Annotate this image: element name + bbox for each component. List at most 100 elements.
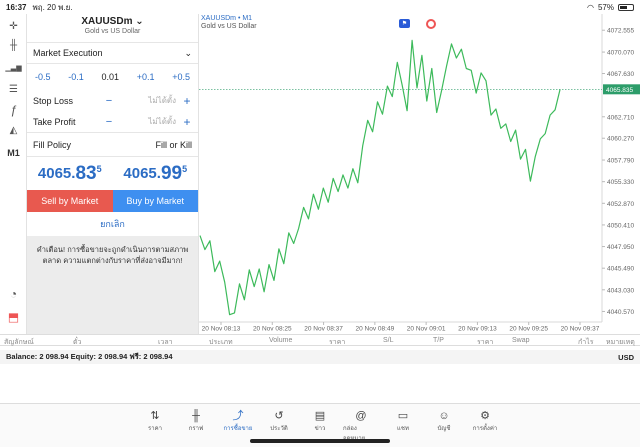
positions-table-header: สัญลักษณ์ ตั๋ว เวลา ประเภท Volume ราคา S… xyxy=(0,334,640,346)
take-profit-minus-button[interactable]: − xyxy=(105,115,113,128)
col-current-price[interactable]: ราคา xyxy=(477,339,494,346)
battery-icon xyxy=(618,3,634,11)
col-profit[interactable]: กำไร xyxy=(578,339,594,346)
take-profit-plus-button[interactable]: + xyxy=(183,114,191,129)
symbol-header[interactable]: XAUUSDm ⌄ Gold vs US Dollar xyxy=(27,14,198,40)
current-price-label: 4065.835 xyxy=(606,87,633,94)
order-buttons: Sell by Market Buy by Market xyxy=(27,190,198,212)
col-ticket[interactable]: ตั๋ว xyxy=(73,339,82,346)
chart-area[interactable]: 4072.555 4070.070 4067.630 4062.710 4060.270… xyxy=(199,14,640,334)
function-icon[interactable]: ƒ xyxy=(10,103,17,117)
y-tick-label: 4047.950 xyxy=(607,244,634,251)
col-time[interactable]: เวลา xyxy=(158,339,173,346)
stop-loss-row: Stop Loss − ไม่ได้ตั้ง + xyxy=(27,90,198,111)
objects-icon[interactable]: ◭ xyxy=(9,124,18,136)
symbol-description: Gold vs US Dollar xyxy=(84,28,141,35)
crosshair-icon[interactable]: ✛ xyxy=(9,20,18,32)
col-tp[interactable]: T/P xyxy=(433,337,444,344)
clock: 16:37 xyxy=(6,2,27,12)
settings-sliders-icon[interactable]: ☰ xyxy=(9,83,18,95)
trade-icon[interactable]: ⬒ xyxy=(7,310,20,324)
fill-policy-row[interactable]: Fill Policy Fill or Kill xyxy=(27,132,198,156)
balance-summary: Balance: 2 098.94 Equity: 2 098.94 ฟรี: … xyxy=(6,352,173,361)
x-tick-label: 20 Nov 08:49 xyxy=(356,326,395,333)
current-price-label-bg xyxy=(603,84,640,95)
bar-chart-icon[interactable]: ▁▃▆ xyxy=(5,65,22,72)
nav-chart[interactable]: ╫ กราฟ xyxy=(178,409,214,433)
date: พฤ. 20 พ.ย. xyxy=(32,2,73,12)
fill-policy-label: Fill Policy xyxy=(33,139,72,150)
volume-minus-01[interactable]: -0.1 xyxy=(68,72,84,82)
price-row: 4065. 83 5 4065. 99 5 xyxy=(27,156,198,190)
nav-mailbox[interactable]: @ กล่องจดหมาย xyxy=(343,409,379,443)
y-tick-label: 4050.410 xyxy=(607,222,634,229)
chat-icon: ▭ xyxy=(397,410,409,422)
quotes-icon: ⇅ xyxy=(150,410,160,422)
order-panel: XAUUSDm ⌄ Gold vs US Dollar Market Execu… xyxy=(27,14,199,334)
nav-trade[interactable]: ⤴ การซื้อขาย xyxy=(220,409,256,433)
col-symbol[interactable]: สัญลักษณ์ xyxy=(4,339,34,346)
sell-by-market-button[interactable]: Sell by Market xyxy=(27,190,113,212)
account-icon: ☺ xyxy=(438,410,450,422)
nav-news[interactable]: ▤ ข่าว xyxy=(302,409,338,433)
col-price[interactable]: ราคา xyxy=(329,339,346,346)
cancel-button[interactable]: ยกเลิก xyxy=(100,219,125,229)
volume-plus-05[interactable]: +0.5 xyxy=(172,72,190,82)
nav-label: แชท xyxy=(397,426,409,432)
y-tick-label: 4072.555 xyxy=(607,28,634,35)
nav-quotes[interactable]: ⇅ ราคา xyxy=(137,409,173,433)
home-indicator xyxy=(250,439,390,443)
x-tick-label: 20 Nov 09:13 xyxy=(458,326,497,333)
nav-label: กราฟ xyxy=(188,426,204,432)
news-icon: ▤ xyxy=(314,410,326,422)
nav-chat[interactable]: ▭ แชท xyxy=(385,409,421,433)
nav-label: ราคา xyxy=(148,426,162,432)
timeframe-button[interactable]: M1 xyxy=(7,148,20,158)
execution-type-label: Market Execution xyxy=(33,48,103,58)
mailbox-icon: @ xyxy=(355,410,367,422)
fill-policy-value: Fill or Kill xyxy=(155,139,192,150)
chart-symbol-description: Gold vs US Dollar xyxy=(201,23,257,30)
nav-history[interactable]: ↺ ประวัติ xyxy=(261,409,297,433)
y-tick-label: 4070.070 xyxy=(607,50,634,57)
chart-icon: ╫ xyxy=(192,410,200,422)
col-sl[interactable]: S/L xyxy=(383,337,394,344)
signal-icon[interactable]: ◔ xyxy=(9,287,18,301)
col-comment[interactable]: หมายเหตุ xyxy=(606,339,635,346)
volume-input[interactable]: 0.01 xyxy=(101,72,119,82)
stop-loss-label: Stop Loss xyxy=(33,95,74,106)
one-click-trading-icon[interactable]: ⚑ xyxy=(399,19,410,28)
take-profit-label: Take Profit xyxy=(33,116,76,127)
y-tick-label: 4067.630 xyxy=(607,71,634,78)
volume-minus-05[interactable]: -0.5 xyxy=(35,72,51,82)
chart-title: XAUUSDm • M1 Gold vs US Dollar xyxy=(201,15,257,31)
take-profit-input[interactable]: ไม่ได้ตั้ง xyxy=(148,117,176,126)
volume-plus-01[interactable]: +0.1 xyxy=(136,72,155,82)
take-profit-row: Take Profit − ไม่ได้ตั้ง + xyxy=(27,111,198,132)
bid-price: 4065. 83 5 xyxy=(37,162,102,184)
execution-type-select[interactable]: Market Execution ⌄ xyxy=(27,42,198,64)
buy-by-market-button[interactable]: Buy by Market xyxy=(112,190,198,212)
bottom-navigation: ⇅ ราคา ╫ กราฟ ⤴ การซื้อขาย ↺ ประวัติ ▤ ข… xyxy=(0,403,640,447)
y-tick-label: 4055.330 xyxy=(607,179,634,186)
stop-loss-plus-button[interactable]: + xyxy=(183,93,191,108)
price-chart[interactable]: 4072.555 4070.070 4067.630 4062.710 4060.270… xyxy=(199,14,640,334)
col-volume[interactable]: Volume xyxy=(269,337,293,344)
y-tick-label: 4040.570 xyxy=(607,309,634,316)
nav-settings[interactable]: ⚙ การตั้งค่า xyxy=(467,409,503,433)
stop-loss-input[interactable]: ไม่ได้ตั้ง xyxy=(148,96,176,105)
candlestick-icon[interactable]: ╫ xyxy=(9,39,18,51)
x-tick-label: 20 Nov 09:01 xyxy=(407,326,446,333)
symbol-name: XAUUSDm xyxy=(81,16,133,27)
market-status-icon[interactable] xyxy=(426,19,436,29)
history-icon: ↺ xyxy=(274,410,284,422)
wifi-icon: ◠ xyxy=(587,2,594,12)
col-swap[interactable]: Swap xyxy=(512,337,530,344)
stop-loss-minus-button[interactable]: − xyxy=(105,94,113,107)
account-currency: USD xyxy=(618,352,634,362)
ask-price: 4065. 99 5 xyxy=(123,162,188,184)
volume-stepper: -0.5 -0.1 0.01 +0.1 +0.5 xyxy=(27,64,198,90)
col-type[interactable]: ประเภท xyxy=(209,339,233,346)
y-tick-label: 4052.870 xyxy=(607,201,634,208)
nav-account[interactable]: ☺ บัญชี xyxy=(426,409,462,433)
